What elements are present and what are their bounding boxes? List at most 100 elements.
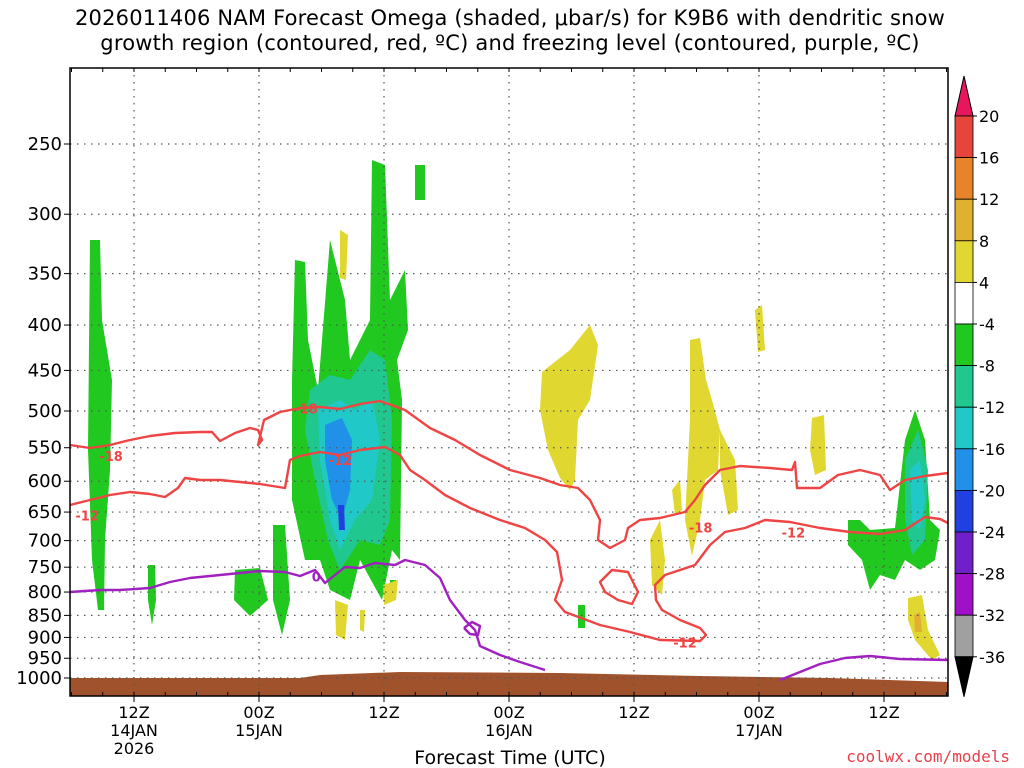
colorbar-segment <box>954 448 974 491</box>
colorbar-label: 4 <box>979 273 989 292</box>
contour-label: -18 <box>689 522 713 537</box>
colorbar-label: -24 <box>979 523 1005 542</box>
colorbar-segment <box>954 531 974 574</box>
colorbar-label: -16 <box>979 440 1005 459</box>
colorbar-segment <box>954 323 974 366</box>
freezing-level-contour <box>779 654 949 682</box>
contour-label: 0 <box>312 570 321 585</box>
x-tick-label: 12Z <box>368 703 399 722</box>
colorbar-label: -32 <box>979 606 1005 625</box>
y-tick-label: 400 <box>28 315 62 336</box>
y-tick-label: 700 <box>28 531 62 552</box>
x-tick-label: 00Z <box>493 703 524 722</box>
omega-region <box>340 230 348 280</box>
dgz-contour <box>598 568 640 606</box>
x-tick-label: 12Z <box>618 703 649 722</box>
x-tick-label: 12Z <box>868 703 899 722</box>
colorbar-label: 8 <box>979 232 989 251</box>
y-tick-label: 250 <box>28 134 62 155</box>
contour-label: -18 <box>294 403 318 418</box>
colorbar-label: -12 <box>979 398 1005 417</box>
omega-region <box>540 325 598 490</box>
omega-region <box>325 418 352 520</box>
colorbar-segment <box>954 281 974 325</box>
omega-region <box>273 525 290 635</box>
chart-title-line-1: 2026011406 NAM Forecast Omega (shaded, μ… <box>74 6 946 30</box>
contour-label: -12 <box>329 454 353 469</box>
x-tick-label: 00Z <box>243 703 274 722</box>
colorbar: 20 16 12 8 4 -4 -8 -12 -16 -20 -24 -28 -32 -36 <box>954 75 1005 697</box>
colorbar-segment <box>954 198 974 242</box>
y-tick-label: 650 <box>28 502 62 523</box>
omega-region <box>415 165 425 200</box>
omega-region <box>810 415 826 475</box>
colorbar-segment <box>954 406 974 450</box>
y-tick-label: 750 <box>28 557 62 578</box>
dgz-contour <box>69 445 949 643</box>
contour-label: -18 <box>99 450 123 465</box>
colorbar-label: -28 <box>979 565 1005 584</box>
grid-lines <box>70 68 948 696</box>
colorbar-segment <box>954 115 974 158</box>
omega-region <box>383 580 398 605</box>
omega-region <box>914 612 922 632</box>
omega-region <box>360 610 365 632</box>
colorbar-label: -36 <box>979 648 1005 667</box>
contour-label: -12 <box>782 526 806 541</box>
y-tick-label: 950 <box>28 648 62 669</box>
colorbar-segment <box>954 614 974 658</box>
omega-region <box>908 595 940 660</box>
y-tick-label: 850 <box>28 605 62 626</box>
omega-shading <box>88 160 940 660</box>
x-tick-label: 14JAN <box>110 721 158 740</box>
colorbar-label: -4 <box>979 315 995 334</box>
site-credit: coolwx.com/models <box>846 747 1010 766</box>
colorbar-label: 12 <box>979 190 999 209</box>
colorbar-label: -8 <box>979 357 995 376</box>
x-tick-label: 00Z <box>743 703 774 722</box>
y-axis-ticks: 2503003504004505005506006507007508008509… <box>16 134 70 689</box>
dgz-contour <box>69 399 949 550</box>
omega-region <box>88 240 112 610</box>
plot-frame <box>69 67 949 697</box>
y-tick-label: 550 <box>28 438 62 459</box>
colorbar-cap-top <box>954 75 974 117</box>
omega-region <box>338 505 345 530</box>
contour-label: -12 <box>673 637 697 652</box>
contour-lines: -18 -18 -12 -12 -18 -12 -12 0 <box>69 399 949 682</box>
omega-region <box>720 430 738 515</box>
freezing-level-contour <box>463 620 482 637</box>
x-axis-label: Forecast Time (UTC) <box>414 747 605 768</box>
freezing-level-contour <box>69 558 546 672</box>
omega-region <box>650 520 665 595</box>
omega-region <box>755 305 765 352</box>
colorbar-segment <box>954 573 974 616</box>
chart-title-line-2: growth region (contoured, red, ºC) and f… <box>100 31 920 55</box>
colorbar-cap-bottom <box>954 656 974 697</box>
colorbar-label: 16 <box>979 149 999 168</box>
colorbar-label: 20 <box>979 107 999 126</box>
contour-label: -12 <box>75 510 99 525</box>
colorbar-segment <box>954 240 974 283</box>
x-tick-label: 2026 <box>114 739 155 758</box>
x-tick-label: 17JAN <box>735 721 783 740</box>
y-tick-label: 800 <box>28 582 62 603</box>
colorbar-segment <box>954 489 974 533</box>
y-tick-label: 500 <box>28 401 62 422</box>
y-tick-label: 300 <box>28 204 62 225</box>
omega-region <box>578 605 585 628</box>
omega-region <box>335 600 348 640</box>
y-tick-label: 900 <box>28 627 62 648</box>
y-tick-label: 600 <box>28 471 62 492</box>
colorbar-segment <box>954 157 974 200</box>
y-tick-label: 350 <box>28 264 62 285</box>
x-tick-label: 12Z <box>118 703 149 722</box>
x-tick-label: 15JAN <box>235 721 283 740</box>
y-tick-label: 1000 <box>16 668 62 689</box>
omega-region <box>148 565 156 625</box>
x-tick-label: 16JAN <box>485 721 533 740</box>
colorbar-label: -20 <box>979 481 1005 500</box>
omega-region <box>672 480 682 515</box>
